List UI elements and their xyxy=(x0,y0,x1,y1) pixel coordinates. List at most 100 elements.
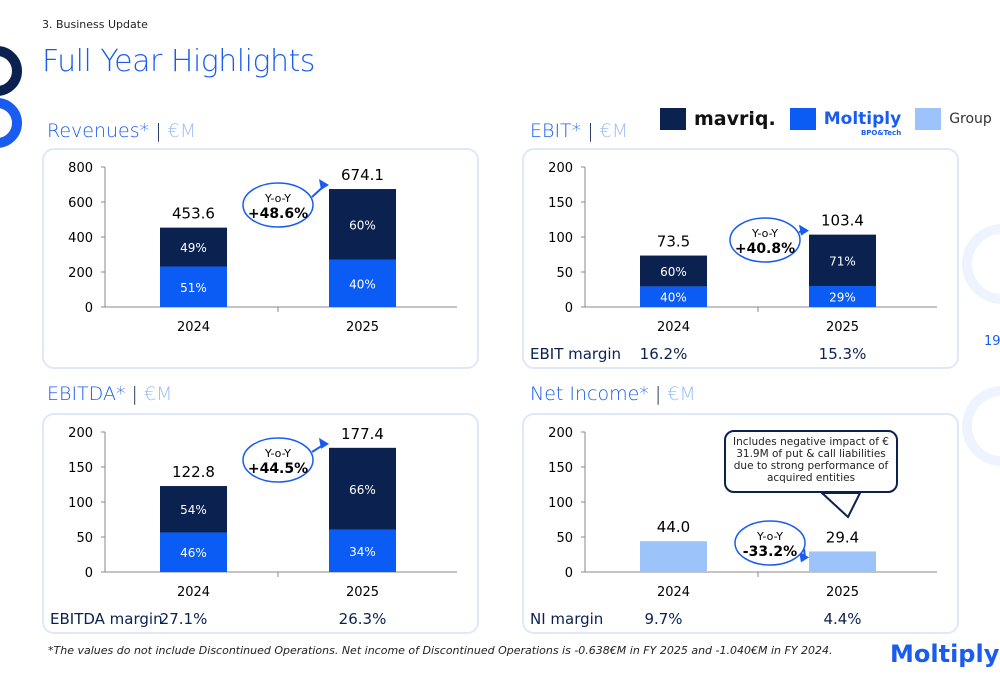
y-tick-label: 0 xyxy=(565,566,573,581)
yoy-value: +48.6% xyxy=(248,206,308,222)
yoy-value: -33.2% xyxy=(743,544,797,560)
total-label: 44.0 xyxy=(657,518,690,536)
separator: | xyxy=(131,383,138,405)
y-tick-label: 100 xyxy=(68,496,93,511)
decor-ring xyxy=(0,98,22,148)
ebitda-panel xyxy=(42,413,479,634)
revenues-title-text: Revenues* xyxy=(47,120,150,142)
section-label: 3. Business Update xyxy=(42,18,148,31)
bar-mavriq-2025 xyxy=(329,189,396,260)
y-tick-label: 50 xyxy=(556,266,573,281)
y-tick-label: 200 xyxy=(548,426,573,441)
yoy-bubble xyxy=(242,437,314,483)
margin-label: EBITDA margin xyxy=(50,610,163,628)
revenues-panel xyxy=(42,148,479,369)
bar-mavriq-2024 xyxy=(160,486,227,533)
segment-label: 60% xyxy=(349,218,376,232)
yoy-bubble xyxy=(729,217,801,263)
moltiply-logo: Moltiply BPO&Tech xyxy=(823,109,902,137)
decor-ring xyxy=(0,46,22,96)
revenues-chart: 0 200 400 600 800 51% 49% 453.6 2024 40% 60% 674.1 2… xyxy=(68,161,457,335)
y-tick-label: 150 xyxy=(68,461,93,476)
y-tick-label: 200 xyxy=(68,266,93,281)
legend-swatch-mavriq xyxy=(660,108,686,130)
segment-label: 71% xyxy=(829,254,856,268)
total-label: 103.4 xyxy=(821,212,864,230)
segment-label: 40% xyxy=(660,291,687,305)
bar-moltiply-2024 xyxy=(640,286,707,307)
segment-label: 29% xyxy=(829,291,856,305)
separator: | xyxy=(155,120,162,142)
x-tick-label: 2024 xyxy=(177,320,210,335)
bar-group-2025 xyxy=(809,551,876,572)
separator: | xyxy=(654,383,662,405)
legend: mavriq. Moltiply BPO&Tech Group xyxy=(660,108,992,137)
net-income-chart: 0 50 100 150 200 44.0 2024 9.7% 29.4 2025 4.4% NI m… xyxy=(530,426,937,628)
y-tick-label: 0 xyxy=(85,566,93,581)
yoy-value: +44.5% xyxy=(248,461,308,477)
y-tick-label: 100 xyxy=(548,231,573,246)
ebit-panel xyxy=(522,148,959,369)
y-tick-label: 800 xyxy=(68,161,93,176)
bar-moltiply-2024 xyxy=(160,266,227,307)
y-tick-label: 0 xyxy=(565,301,573,316)
revenues-title: Revenues* | €M xyxy=(47,120,196,142)
bar-mavriq-2024 xyxy=(640,255,707,287)
net-income-panel xyxy=(522,413,959,634)
y-tick-label: 600 xyxy=(68,196,93,211)
margin-value: 9.7% xyxy=(644,610,682,628)
bar-mavriq-2024 xyxy=(160,227,227,267)
note-tail xyxy=(819,492,862,519)
y-tick-label: 200 xyxy=(548,161,573,176)
x-tick-label: 2025 xyxy=(346,320,379,335)
y-tick-label: 150 xyxy=(548,461,573,476)
total-label: 453.6 xyxy=(172,205,215,223)
decor-ring xyxy=(962,224,1000,304)
total-label: 73.5 xyxy=(657,233,690,251)
moltiply-brand-logo: Moltiply xyxy=(890,640,1000,668)
x-tick-label: 2025 xyxy=(346,585,379,600)
mavriq-logo: mavriq. xyxy=(694,108,776,130)
total-label: 29.4 xyxy=(826,528,859,546)
bar-moltiply-2025 xyxy=(329,259,396,307)
yoy-bubble xyxy=(734,520,806,566)
y-tick-label: 50 xyxy=(556,531,573,546)
margin-label: EBIT margin xyxy=(530,345,621,363)
segment-label: 51% xyxy=(180,281,207,295)
legend-swatch-moltiply xyxy=(789,108,816,130)
bar-moltiply-2024 xyxy=(160,532,227,572)
moltiply-logo-text: Moltiply xyxy=(823,109,902,129)
revenues-unit: €M xyxy=(167,120,197,142)
yoy-label: Y-o-Y xyxy=(264,447,291,460)
segment-label: 49% xyxy=(180,241,207,255)
decor-ring xyxy=(962,386,1000,466)
ebitda-title-text: EBITDA* xyxy=(47,383,126,405)
segment-label: 60% xyxy=(660,265,687,279)
arrow-head-icon xyxy=(319,179,329,191)
total-label: 674.1 xyxy=(341,166,384,184)
ebitda-title: EBITDA* | €M xyxy=(47,383,172,405)
y-tick-label: 150 xyxy=(548,196,573,211)
total-label: 177.4 xyxy=(341,425,384,443)
margin-value: 4.4% xyxy=(823,610,861,628)
ebit-title: EBIT* | €M xyxy=(530,120,628,142)
y-tick-label: 400 xyxy=(68,231,93,246)
segment-label: 46% xyxy=(180,546,207,560)
ebitda-chart: 0 50 100 150 200 46% 54% 122.8 2024 27.1% 34% 66% 17… xyxy=(50,425,457,628)
total-label: 122.8 xyxy=(172,463,215,481)
bar-mavriq-2025 xyxy=(809,234,876,287)
ebitda-unit: €M xyxy=(143,383,173,405)
margin-value: 16.2% xyxy=(640,345,688,363)
x-tick-label: 2024 xyxy=(657,320,690,335)
ebit-title-text: EBIT* xyxy=(530,120,582,142)
yoy-label: Y-o-Y xyxy=(756,530,783,543)
moltiply-logo-sub: BPO&Tech xyxy=(860,129,902,137)
bar-group-2024 xyxy=(640,541,707,572)
legend-label-group: Group xyxy=(949,111,992,127)
segment-label: 40% xyxy=(349,277,376,291)
net-income-title: Net Income* | €M xyxy=(530,383,696,405)
yoy-label: Y-o-Y xyxy=(264,192,291,205)
y-tick-label: 50 xyxy=(76,531,93,546)
margin-value: 27.1% xyxy=(160,610,208,628)
footnote: *The values do not include Discontinued … xyxy=(48,644,833,657)
